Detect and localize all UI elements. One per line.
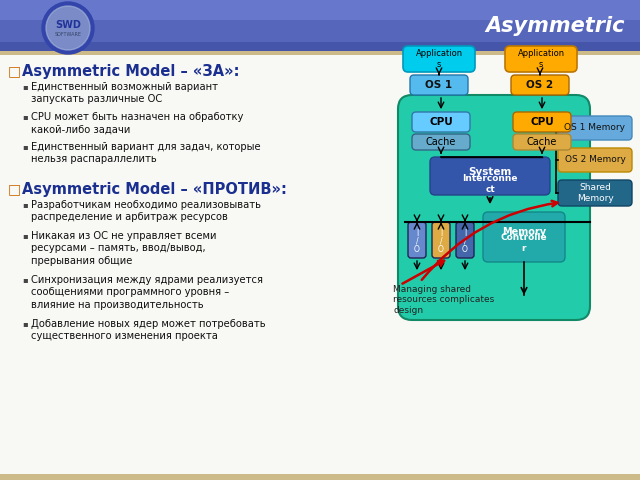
- Text: Application
s: Application s: [517, 49, 564, 69]
- Text: SOFTWARE: SOFTWARE: [54, 33, 81, 37]
- Text: ▪: ▪: [22, 319, 28, 328]
- Text: Разработчикам необходимо реализовывать
распределение и арбитраж ресурсов: Разработчикам необходимо реализовывать р…: [31, 200, 261, 222]
- Text: I: I: [464, 228, 466, 238]
- Text: Shared
Memory: Shared Memory: [577, 183, 613, 203]
- Text: Interconne
ct: Interconne ct: [462, 174, 518, 194]
- Text: Asymmetric Model – «ПРОТИВ»:: Asymmetric Model – «ПРОТИВ»:: [22, 182, 287, 197]
- FancyBboxPatch shape: [513, 134, 571, 150]
- FancyBboxPatch shape: [0, 0, 640, 52]
- FancyBboxPatch shape: [408, 222, 426, 258]
- Text: ▪: ▪: [22, 200, 28, 209]
- Text: I: I: [416, 228, 418, 238]
- FancyBboxPatch shape: [558, 148, 632, 172]
- Text: /: /: [464, 237, 467, 245]
- FancyBboxPatch shape: [483, 212, 565, 262]
- FancyBboxPatch shape: [432, 222, 450, 258]
- Circle shape: [42, 2, 94, 54]
- Text: Cache: Cache: [527, 137, 557, 147]
- FancyBboxPatch shape: [505, 46, 577, 72]
- FancyBboxPatch shape: [398, 95, 590, 320]
- FancyBboxPatch shape: [0, 55, 640, 480]
- FancyBboxPatch shape: [456, 222, 474, 258]
- Text: □: □: [8, 182, 21, 196]
- Text: ▪: ▪: [22, 231, 28, 240]
- FancyBboxPatch shape: [511, 75, 569, 95]
- Circle shape: [46, 6, 90, 50]
- Text: ▪: ▪: [22, 275, 28, 284]
- Text: /: /: [440, 237, 442, 245]
- Text: ▪: ▪: [22, 112, 28, 121]
- Text: I: I: [440, 228, 442, 238]
- Text: Единственный возможный вариант
запускать различные ОС: Единственный возможный вариант запускать…: [31, 82, 218, 104]
- Text: O: O: [414, 245, 420, 254]
- FancyBboxPatch shape: [0, 0, 640, 42]
- Text: OS 2 Memory: OS 2 Memory: [564, 156, 625, 165]
- Text: Единственный вариант для задач, которые
нельзя распараллелить: Единственный вариант для задач, которые …: [31, 142, 260, 164]
- FancyBboxPatch shape: [412, 112, 470, 132]
- FancyBboxPatch shape: [0, 51, 640, 55]
- FancyBboxPatch shape: [513, 112, 571, 132]
- FancyBboxPatch shape: [410, 75, 468, 95]
- Text: ▪: ▪: [22, 82, 28, 91]
- Text: Синхронизация между ядрами реализуется
сообщениями программного уровня –
влияние: Синхронизация между ядрами реализуется с…: [31, 275, 263, 310]
- Text: Controlle
r: Controlle r: [500, 233, 547, 252]
- Text: OS 1: OS 1: [426, 80, 452, 90]
- Text: Никакая из ОС не управляет всеми
ресурсами – память, ввод/вывод,
прерывания общи: Никакая из ОС не управляет всеми ресурса…: [31, 231, 216, 266]
- FancyBboxPatch shape: [430, 157, 550, 195]
- FancyBboxPatch shape: [0, 0, 640, 20]
- FancyBboxPatch shape: [558, 180, 632, 206]
- Text: OS 2: OS 2: [527, 80, 554, 90]
- FancyBboxPatch shape: [412, 134, 470, 150]
- Text: CPU может быть назначен на обработку
какой-либо задачи: CPU может быть назначен на обработку как…: [31, 112, 243, 134]
- Text: System: System: [468, 167, 512, 177]
- Text: Application
s: Application s: [415, 49, 463, 69]
- Text: CPU: CPU: [429, 117, 453, 127]
- Text: Asymmetric Model – «ЗА»:: Asymmetric Model – «ЗА»:: [22, 64, 239, 79]
- Text: Managing shared
resources complicates
design: Managing shared resources complicates de…: [393, 285, 494, 315]
- Text: Memory: Memory: [502, 227, 546, 237]
- Text: ▪: ▪: [22, 142, 28, 151]
- Text: /: /: [416, 237, 419, 245]
- Text: CPU: CPU: [530, 117, 554, 127]
- Text: Cache: Cache: [426, 137, 456, 147]
- Text: O: O: [438, 245, 444, 254]
- Text: OS 1 Memory: OS 1 Memory: [564, 123, 625, 132]
- FancyBboxPatch shape: [558, 116, 632, 140]
- Text: □: □: [8, 64, 21, 78]
- Text: O: O: [462, 245, 468, 254]
- Text: Asymmetric: Asymmetric: [486, 16, 625, 36]
- Text: SWD: SWD: [55, 20, 81, 30]
- FancyBboxPatch shape: [0, 474, 640, 480]
- FancyBboxPatch shape: [403, 46, 475, 72]
- Text: Добавление новых ядер может потребовать
существенного изменения проекта: Добавление новых ядер может потребовать …: [31, 319, 266, 341]
